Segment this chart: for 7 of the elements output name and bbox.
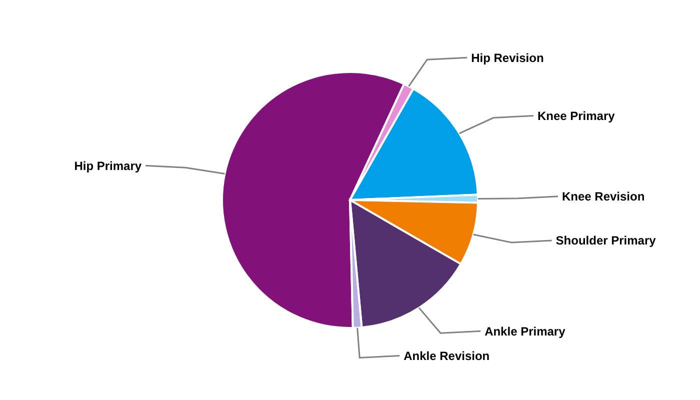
slice-label: Knee Revision — [562, 190, 645, 204]
slice-label: Knee Primary — [537, 108, 616, 123]
slice-label: Ankle Revision — [404, 348, 490, 363]
slice-label: Ankle Primary — [484, 324, 566, 338]
slice-label: Hip Revision — [471, 50, 544, 65]
slice-label: Shoulder Primary — [556, 234, 656, 248]
slice-label: Hip Primary — [74, 158, 142, 173]
